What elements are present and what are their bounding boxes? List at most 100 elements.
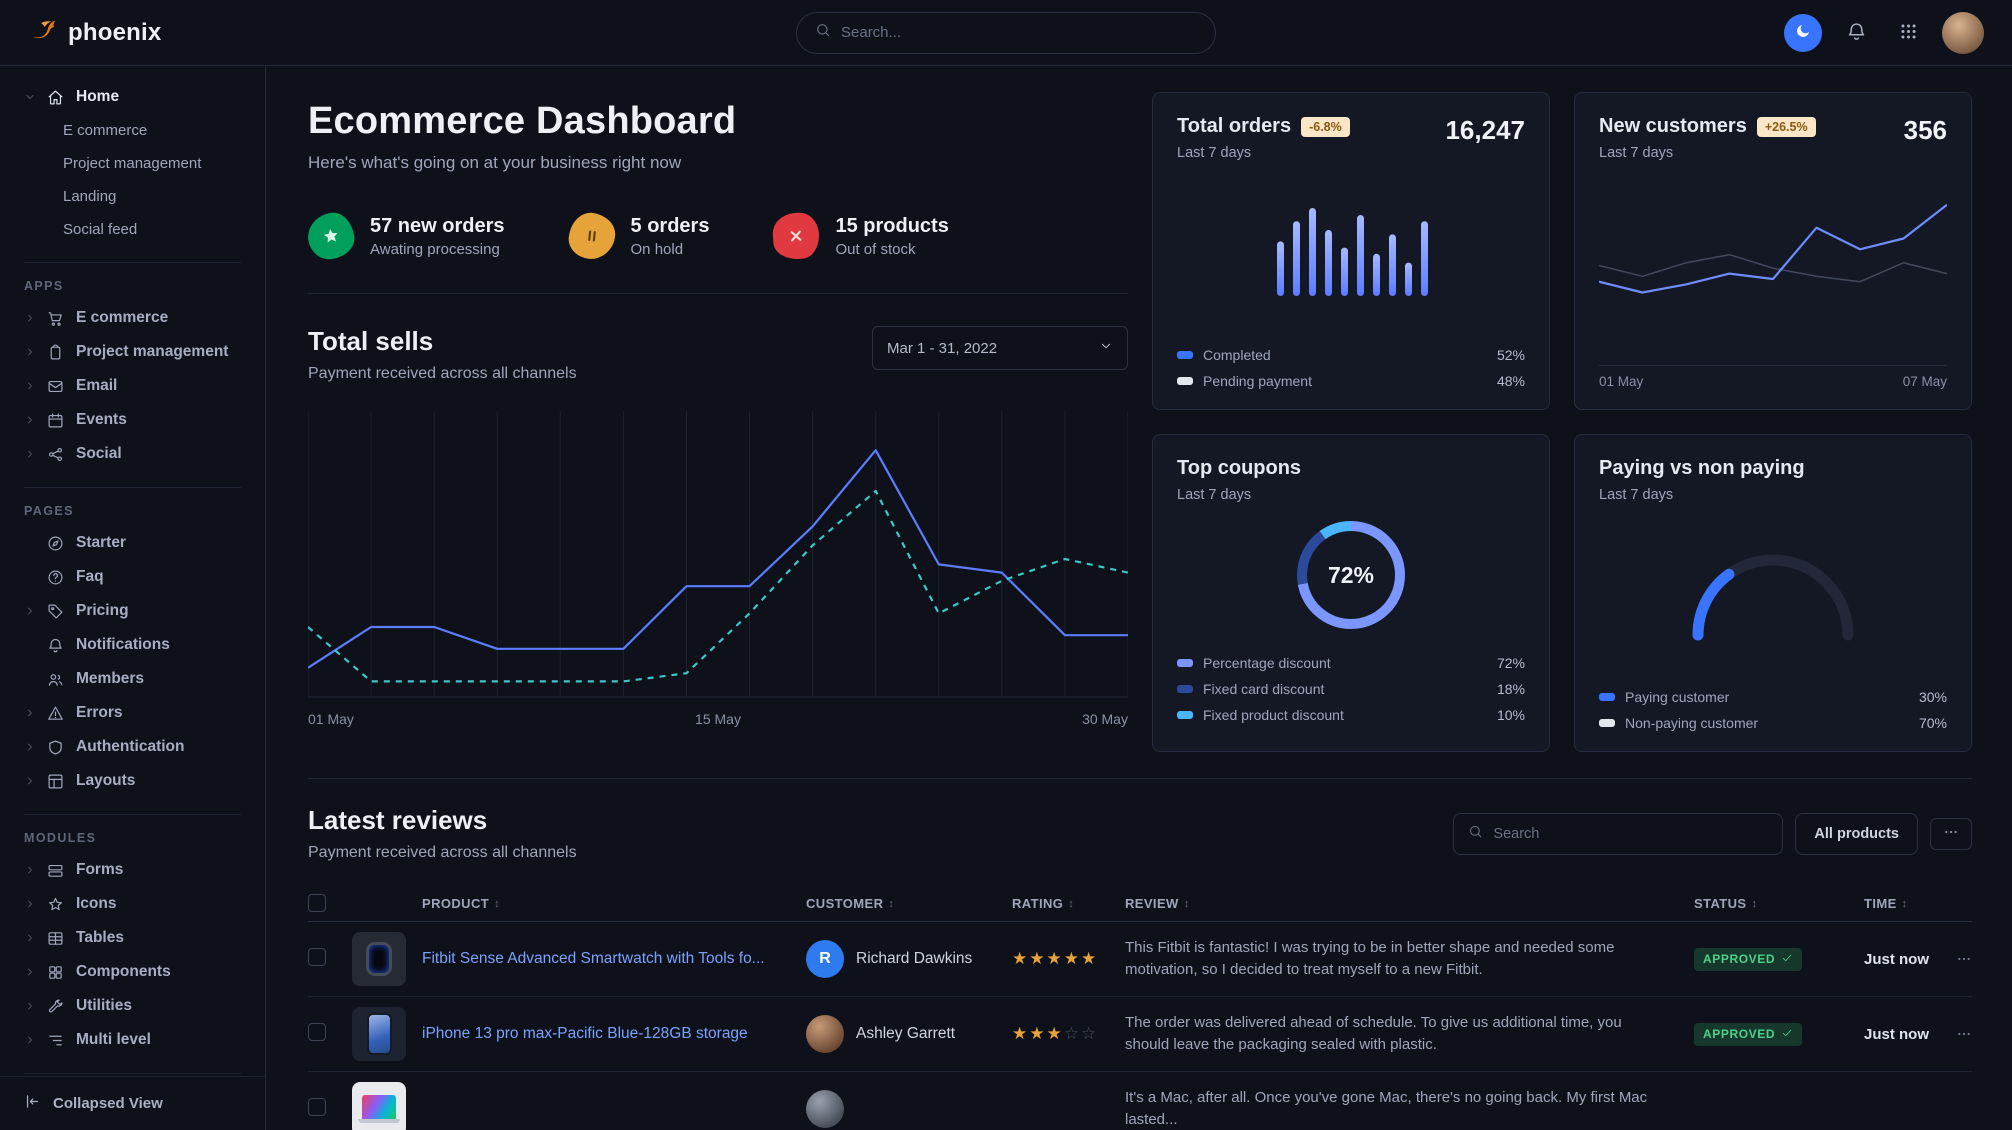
page-subtitle: Here's what's going on at your business … — [308, 153, 682, 172]
status-badge: APPROVED — [1694, 947, 1803, 971]
collapse-icon — [24, 1093, 41, 1114]
brand-name: phoenix — [68, 18, 162, 46]
rating-stars: ★★★★★ — [1012, 949, 1125, 969]
column-header-rating[interactable]: RATING ↕ — [1012, 896, 1125, 911]
tag-icon — [47, 603, 66, 620]
sidebar-item-authentication[interactable]: Authentication — [0, 730, 265, 764]
pause-icon — [566, 210, 617, 262]
column-header-label: PRODUCT — [422, 896, 490, 911]
sidebar-item-errors[interactable]: Errors — [0, 696, 265, 730]
sidebar-item-home[interactable]: Home — [0, 80, 265, 114]
sidebar-subitem-project-management[interactable]: Project management — [63, 155, 202, 172]
product-thumbnail-laptop — [352, 1082, 406, 1130]
table-icon — [47, 930, 66, 947]
sort-icon: ↕ — [1183, 897, 1190, 910]
star-filled-icon: ★ — [1081, 949, 1099, 968]
sidebar-item-events[interactable]: Events — [0, 403, 265, 437]
reviews-subtitle: Payment received across all channels — [308, 844, 577, 861]
x-axis-label: 15 May — [695, 711, 741, 727]
row-checkbox[interactable] — [308, 1098, 326, 1116]
legend-swatch — [1599, 693, 1615, 701]
check-icon — [1781, 1027, 1793, 1042]
sidebar-subitem-landing[interactable]: Landing — [63, 188, 117, 205]
reviews-table-head: PRODUCT ↕ CUSTOMER ↕ RATING ↕ REVIEW ↕ STATUS ↕ TI… — [308, 886, 1972, 922]
date-range-select[interactable]: Mar 1 - 31, 2022 — [872, 326, 1128, 370]
global-search-input[interactable] — [841, 24, 1197, 41]
select-all-checkbox[interactable] — [308, 893, 326, 912]
sidebar-item-layouts[interactable]: Layouts — [0, 764, 265, 798]
total-sells-title: Total sells — [308, 326, 434, 356]
sidebar-item-faq[interactable]: Faq — [0, 560, 265, 594]
sidebar-item-project-management[interactable]: Project management — [0, 335, 265, 369]
shield-icon — [47, 739, 66, 756]
apps-menu-button[interactable] — [1890, 15, 1926, 51]
envelope-icon — [47, 378, 66, 395]
legend-item-completed: Completed 52% — [1177, 347, 1525, 363]
sidebar-item-forms[interactable]: Forms — [0, 853, 265, 887]
row-more-button[interactable] — [1956, 951, 1972, 967]
sidebar-item-members[interactable]: Members — [0, 662, 265, 696]
product-filter-button[interactable]: All products — [1795, 812, 1918, 855]
star-fill-icon — [305, 210, 357, 262]
sidebar-item-pricing[interactable]: Pricing — [0, 594, 265, 628]
sidebar-item-icons[interactable]: Icons — [0, 887, 265, 921]
x-icon — [771, 211, 822, 261]
column-header-status[interactable]: STATUS ↕ — [1694, 896, 1864, 911]
sidebar-item-notifications[interactable]: Notifications — [0, 628, 265, 662]
notifications-button[interactable] — [1838, 15, 1874, 51]
card-period: Last 7 days — [1177, 487, 1252, 503]
product-link[interactable]: iPhone 13 pro max-Pacific Blue-128GB sto… — [422, 1025, 748, 1042]
row-more-button[interactable] — [1956, 1026, 1972, 1042]
stats-row: 57 new orders Awating processing 5 orders O… — [305, 210, 1128, 262]
column-header-product[interactable]: PRODUCT ↕ — [352, 896, 806, 911]
users-icon — [47, 671, 66, 688]
sidebar-subitem-social-feed[interactable]: Social feed — [63, 221, 138, 238]
sidebar-item-label: E commerce — [76, 309, 169, 326]
legend-label: Percentage discount — [1203, 655, 1331, 671]
row-checkbox[interactable] — [308, 948, 326, 966]
column-header-review[interactable]: REVIEW ↕ — [1125, 896, 1694, 911]
stat-text: 57 new orders Awating processing — [370, 215, 505, 258]
sidebar-item-tables[interactable]: Tables — [0, 921, 265, 955]
sidebar-item-utilities[interactable]: Utilities — [0, 989, 265, 1023]
legend-item-pending-payment: Pending payment 48% — [1177, 373, 1525, 389]
customer-cell: Ashley Garrett — [806, 1015, 1012, 1053]
star-icon — [47, 896, 66, 913]
sidebar-item-email[interactable]: Email — [0, 369, 265, 403]
sidebar-item-starter[interactable]: Starter — [0, 526, 265, 560]
reviews-more-button[interactable] — [1930, 817, 1972, 850]
total-sells-chart-canvas — [308, 411, 1128, 698]
sidebar-item-components[interactable]: Components — [0, 955, 265, 989]
customer-avatar: R — [806, 940, 844, 978]
status-label: APPROVED — [1703, 1027, 1776, 1041]
column-header-label: TIME — [1864, 896, 1897, 911]
sidebar-section-label-pages: PAGES — [24, 487, 241, 518]
legend-value: 48% — [1496, 373, 1525, 389]
sidebar-item-e-commerce[interactable]: E commerce — [0, 301, 265, 335]
column-header-customer[interactable]: CUSTOMER ↕ — [806, 896, 1012, 911]
total-sells-subtitle: Payment received across all channels — [308, 365, 577, 382]
legend-label: Fixed card discount — [1203, 681, 1325, 697]
user-avatar[interactable] — [1942, 11, 1984, 54]
total-sells-header: Total sells Payment received across all … — [308, 293, 1128, 383]
column-header-time[interactable]: TIME ↕ — [1864, 896, 1972, 911]
brand-logo[interactable]: phoenix — [28, 15, 161, 50]
product-cell — [352, 1082, 806, 1130]
product-link[interactable]: Fitbit Sense Advanced Smartwatch with To… — [422, 950, 765, 967]
sidebar-item-multi-level[interactable]: Multi level — [0, 1023, 265, 1057]
column-header-label: RATING — [1012, 896, 1064, 911]
sidebar-item-label: Authentication — [76, 738, 185, 755]
sidebar-section-label-apps: APPS — [24, 262, 241, 293]
puzzle-icon — [47, 964, 66, 981]
collapsed-view-button[interactable]: Collapsed View — [0, 1076, 265, 1130]
sidebar-item-social[interactable]: Social — [0, 437, 265, 471]
customer-cell: R Richard Dawkins — [806, 940, 1012, 978]
reviews-title: Latest reviews — [308, 805, 488, 835]
reviews-search-input[interactable] — [1493, 825, 1769, 842]
paying-gauge — [1599, 503, 1947, 679]
theme-toggle-button[interactable] — [1784, 13, 1822, 52]
sidebar-subitem-e-commerce[interactable]: E commerce — [63, 122, 148, 139]
sidebar-item-label: Utilities — [76, 997, 132, 1014]
row-checkbox[interactable] — [308, 1023, 326, 1041]
legend-label: Pending payment — [1203, 373, 1312, 389]
